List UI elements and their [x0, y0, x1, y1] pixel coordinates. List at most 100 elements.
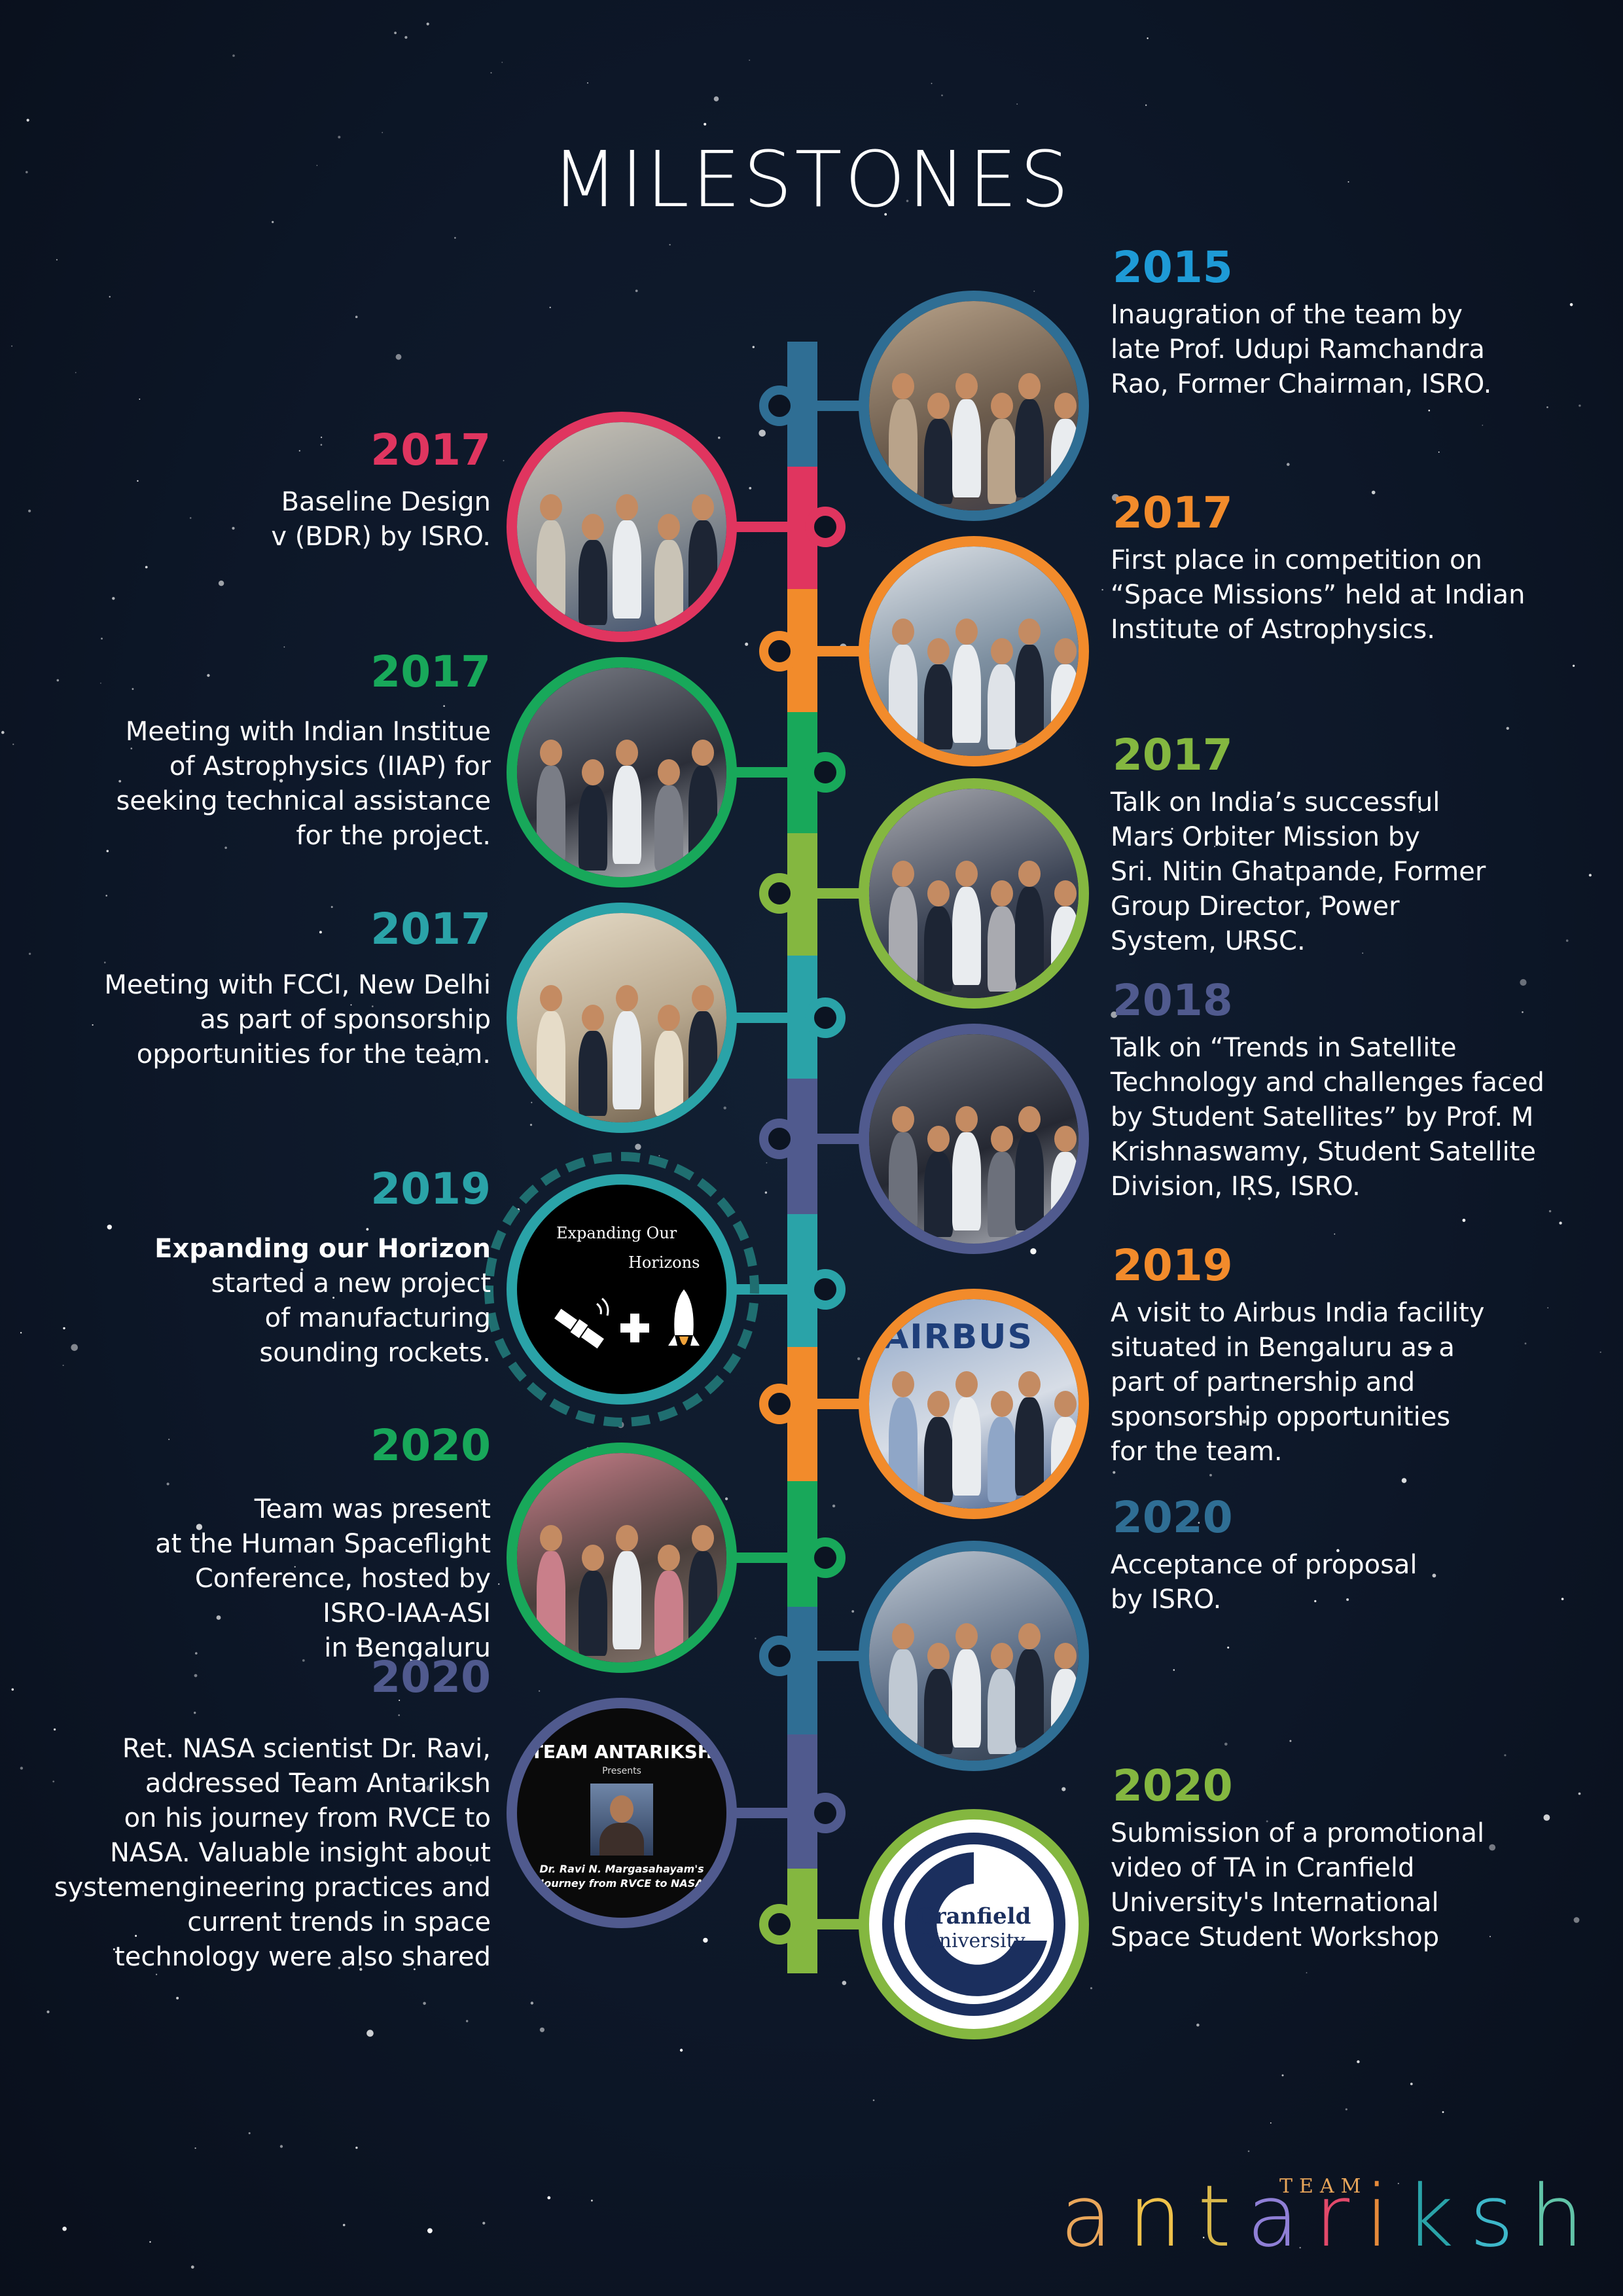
photo-person — [952, 645, 981, 743]
star — [63, 1327, 65, 1330]
star — [749, 487, 752, 490]
photo-iiap-meeting — [507, 657, 737, 888]
photo-person-head — [658, 1005, 680, 1031]
photo-person — [654, 540, 683, 625]
star — [669, 243, 671, 246]
star — [316, 164, 318, 166]
star — [1113, 1471, 1116, 1474]
star — [704, 122, 707, 126]
star — [1357, 2060, 1360, 2064]
star — [338, 1966, 341, 1969]
description-line: by ISRO. — [1111, 1585, 1222, 1615]
description-line: Talk on “Trends in Satellite — [1111, 1033, 1457, 1063]
timeline-node — [805, 997, 846, 1038]
description-line: technology were also shared — [115, 1942, 491, 1972]
timeline-node — [759, 631, 800, 672]
brand-logo: antariksh — [1060, 2166, 1599, 2266]
star — [591, 2199, 593, 2202]
photo-person — [889, 887, 918, 985]
star — [1573, 664, 1575, 667]
timeline-connector — [730, 1552, 802, 1563]
star — [113, 1948, 115, 1950]
timeline-node — [759, 1384, 800, 1424]
star — [1410, 2083, 1413, 2085]
timeline-node — [759, 873, 800, 914]
photo-bdr-group — [507, 412, 737, 642]
description-line: v (BDR) by ISRO. — [271, 522, 491, 552]
star — [320, 444, 323, 446]
photo-person — [688, 520, 717, 619]
star — [749, 60, 751, 61]
star — [372, 1005, 374, 1007]
description-line: Krishnaswamy, Student Satellite — [1111, 1137, 1536, 1167]
photo-person — [952, 887, 981, 985]
star — [232, 527, 235, 530]
photo-person-head — [540, 494, 562, 520]
star — [884, 213, 887, 216]
photo-person — [924, 664, 954, 749]
poster-heading: TEAM ANTARIKSH — [530, 1741, 713, 1763]
star — [752, 346, 755, 348]
photo-person — [952, 1132, 981, 1230]
photo-person — [613, 1011, 641, 1109]
star — [156, 1973, 158, 1975]
star — [137, 480, 139, 482]
photo-person-head — [955, 619, 978, 645]
description-line: Rao, Former Chairman, ISRO. — [1111, 369, 1492, 399]
description-line: Inaugration of the team by — [1111, 300, 1463, 330]
star — [75, 372, 77, 374]
timeline-node — [759, 1904, 800, 1945]
timeline-connector — [802, 401, 865, 411]
description-line: current trends in space — [187, 1907, 491, 1937]
photo-person — [1015, 399, 1044, 497]
timeline-node — [759, 1636, 800, 1676]
description-line: by Student Satellites” by Prof. M — [1111, 1102, 1534, 1132]
star — [224, 846, 227, 850]
milestone-description: Meeting with Indian Institue of Astrophys… — [20, 715, 491, 853]
photo-person — [1050, 906, 1079, 992]
photo-person-head — [991, 1643, 1013, 1669]
star — [1509, 1073, 1511, 1075]
star — [745, 642, 749, 646]
star — [478, 1499, 481, 1503]
star — [842, 1981, 847, 1985]
brand-team-label: TEAM — [1279, 2175, 1368, 2198]
star — [423, 2001, 426, 2005]
description-line: Talk on India’s successful — [1111, 787, 1440, 817]
star — [332, 1297, 335, 1299]
photo-person — [613, 766, 641, 864]
photo-person-head — [892, 1371, 914, 1397]
star — [1442, 2111, 1444, 2113]
star — [1101, 588, 1103, 591]
description-line: Space Student Workshop — [1111, 1922, 1440, 1952]
star — [1243, 940, 1247, 943]
star — [1569, 303, 1573, 306]
star — [906, 200, 909, 202]
photo-person-head — [1018, 1106, 1041, 1132]
timeline-node — [805, 1793, 846, 1833]
star — [82, 1890, 84, 1893]
star — [443, 705, 445, 707]
star — [248, 2132, 251, 2134]
description-line: Division, IRS, ISRO. — [1111, 1172, 1361, 1202]
photo-person — [613, 1551, 641, 1649]
description-line: addressed Team Antariksh — [145, 1768, 491, 1799]
star — [1432, 1573, 1436, 1578]
star — [529, 1124, 533, 1126]
photo-person — [889, 399, 918, 497]
star — [703, 1937, 708, 1943]
photo-person-head — [892, 861, 914, 887]
star — [350, 1004, 352, 1006]
poster-portrait — [590, 1784, 653, 1856]
poster-caption-title: "Journey from RVCE to NASA" — [534, 1877, 709, 1890]
star — [1314, 1600, 1317, 1602]
photo-person — [988, 906, 1016, 992]
star — [1319, 897, 1323, 900]
photo-person-head — [582, 1545, 604, 1571]
star — [219, 1054, 223, 1058]
star — [166, 1482, 169, 1486]
photo-person-head — [1054, 638, 1077, 664]
photo-person-head — [1054, 393, 1077, 419]
star — [382, 132, 383, 134]
photo-person — [579, 785, 607, 870]
